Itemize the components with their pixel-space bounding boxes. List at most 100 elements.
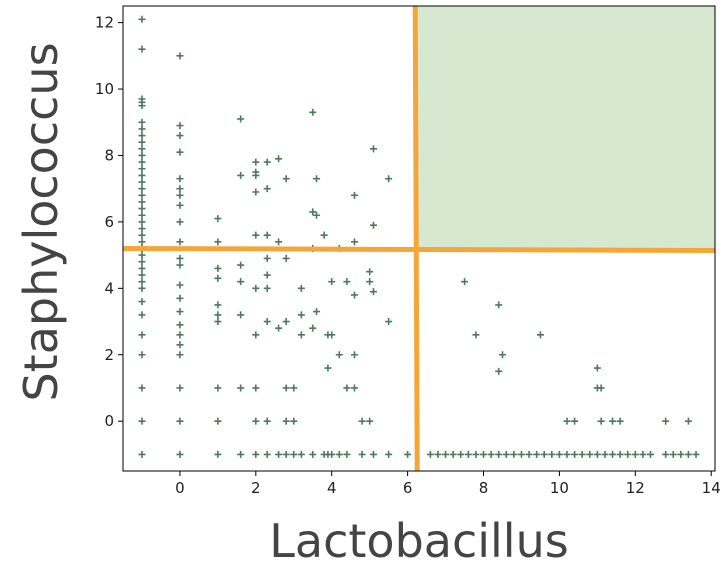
x-tick-label: 12: [626, 479, 645, 497]
data-point: [263, 318, 271, 326]
data-point: [252, 284, 260, 292]
data-point: [480, 450, 488, 458]
data-point: [138, 384, 146, 392]
x-axis: 0 2 4 6 8 10 12 14: [175, 471, 721, 497]
data-point: [263, 450, 271, 458]
data-point: [404, 450, 412, 458]
data-point: [495, 301, 503, 309]
data-point: [358, 417, 366, 425]
data-point: [369, 145, 377, 153]
data-point: [692, 450, 700, 458]
data-point: [138, 264, 146, 272]
data-point: [609, 417, 617, 425]
data-point: [457, 450, 465, 458]
data-point: [282, 254, 290, 262]
y-tick-label: 6: [104, 213, 114, 231]
data-point: [282, 384, 290, 392]
data-point: [214, 318, 222, 326]
data-point: [252, 331, 260, 339]
data-point: [385, 450, 393, 458]
data-point: [586, 450, 594, 458]
data-point: [282, 175, 290, 183]
data-point: [366, 268, 374, 276]
data-point: [214, 238, 222, 246]
data-point: [662, 417, 670, 425]
data-point: [176, 450, 184, 458]
data-point: [138, 171, 146, 179]
data-point: [434, 450, 442, 458]
data-point: [350, 238, 358, 246]
data-point: [176, 201, 184, 209]
data-point: [677, 450, 685, 458]
data-point: [502, 450, 510, 458]
data-point: [472, 450, 480, 458]
data-point: [536, 331, 544, 339]
data-point: [461, 278, 469, 286]
x-tick-label: 0: [175, 479, 185, 497]
data-point: [548, 450, 556, 458]
lactobacillus-threshold-line: [412, 5, 420, 472]
data-point: [495, 367, 503, 375]
data-point: [176, 417, 184, 425]
data-point: [335, 351, 343, 359]
data-point: [138, 238, 146, 246]
data-point: [385, 318, 393, 326]
data-point: [176, 294, 184, 302]
x-tick-label: 2: [251, 479, 261, 497]
data-point: [616, 450, 624, 458]
data-point: [176, 321, 184, 329]
data-point: [487, 450, 495, 458]
highlight-region: [415, 6, 715, 249]
y-tick-label: 10: [95, 80, 114, 98]
data-point: [309, 208, 317, 216]
data-point: [138, 158, 146, 166]
data-point: [252, 158, 260, 166]
data-point: [350, 384, 358, 392]
data-point: [597, 384, 605, 392]
data-point: [263, 158, 271, 166]
data-point: [138, 284, 146, 292]
data-point: [176, 308, 184, 316]
data-point: [275, 238, 283, 246]
data-point: [282, 318, 290, 326]
data-point: [593, 364, 601, 372]
data-point: [176, 191, 184, 199]
data-point: [328, 331, 336, 339]
data-point: [252, 450, 260, 458]
data-point: [252, 188, 260, 196]
x-tick-label: 8: [479, 479, 489, 497]
data-point: [624, 450, 632, 458]
data-point: [385, 175, 393, 183]
data-point: [138, 205, 146, 213]
data-point: [263, 254, 271, 262]
data-point: [309, 324, 317, 332]
data-point: [138, 231, 146, 239]
data-point: [176, 281, 184, 289]
data-point: [366, 417, 374, 425]
data-point: [275, 324, 283, 332]
data-point: [297, 450, 305, 458]
data-point: [609, 450, 617, 458]
data-point: [350, 291, 358, 299]
data-point: [662, 450, 670, 458]
data-point: [138, 102, 146, 110]
data-point: [176, 122, 184, 130]
x-tick-label: 4: [327, 479, 337, 497]
data-point: [369, 288, 377, 296]
data-point: [282, 417, 290, 425]
data-point: [214, 274, 222, 282]
data-point: [517, 450, 525, 458]
data-point: [176, 218, 184, 226]
data-point: [646, 450, 654, 458]
y-tick-label: 2: [104, 346, 114, 364]
data-point: [313, 211, 321, 219]
data-point: [176, 341, 184, 349]
data-point: [442, 450, 450, 458]
data-point: [297, 284, 305, 292]
data-point: [176, 331, 184, 339]
data-point: [297, 331, 305, 339]
data-point: [669, 450, 677, 458]
x-tick-label: 6: [403, 479, 413, 497]
data-point: [495, 450, 503, 458]
